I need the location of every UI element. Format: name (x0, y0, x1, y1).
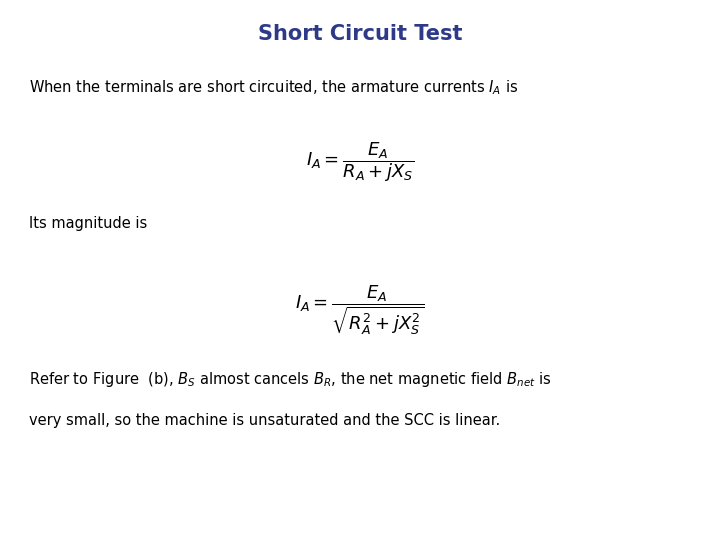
Text: very small, so the machine is unsaturated and the SCC is linear.: very small, so the machine is unsaturate… (29, 413, 500, 428)
Text: Short Circuit Test: Short Circuit Test (258, 24, 462, 44)
Text: $I_A = \dfrac{E_A}{\sqrt{R_A^2 + jX_S^2}}$: $I_A = \dfrac{E_A}{\sqrt{R_A^2 + jX_S^2}… (295, 284, 425, 338)
Text: Refer to Figure  (b), $B_S$ almost cancels $B_R$, the net magnetic field $B_{net: Refer to Figure (b), $B_S$ almost cancel… (29, 370, 552, 389)
Text: Its magnitude is: Its magnitude is (29, 216, 147, 231)
Text: $I_A = \dfrac{E_A}{R_A + jX_S}$: $I_A = \dfrac{E_A}{R_A + jX_S}$ (306, 140, 414, 184)
Text: When the terminals are short circuited, the armature currents $I_A$ is: When the terminals are short circuited, … (29, 78, 518, 97)
